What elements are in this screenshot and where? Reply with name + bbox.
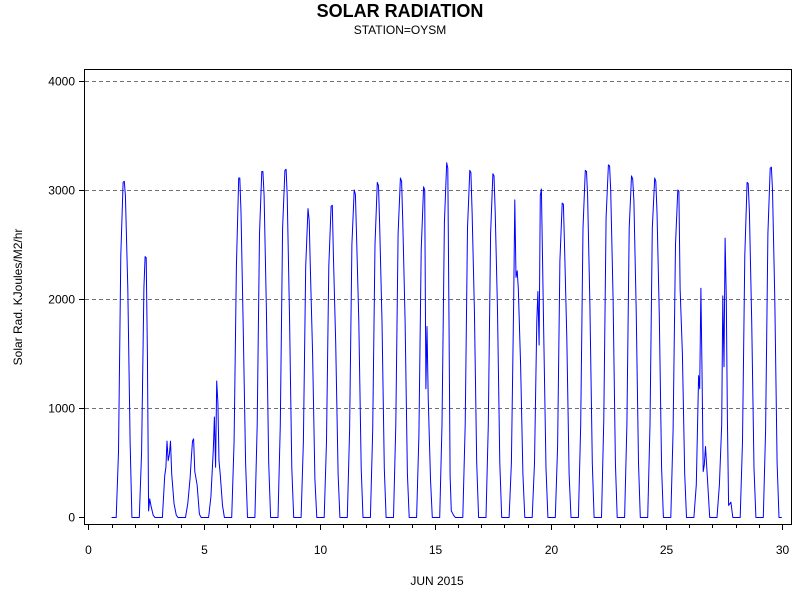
x-tick-label: 10 (314, 543, 328, 557)
x-tick-label: 15 (429, 543, 443, 557)
x-tick-label: 20 (545, 543, 559, 557)
series-line-0 (111, 162, 782, 518)
y-tick-label: 3000 (48, 184, 75, 198)
x-tick-label: 25 (660, 543, 674, 557)
x-axis-label: JUN 2015 (410, 574, 464, 588)
y-tick-label: 0 (68, 511, 75, 525)
y-tick-label: 2000 (48, 293, 75, 307)
x-tick-label: 0 (85, 543, 92, 557)
chart-title: SOLAR RADIATION (316, 1, 484, 21)
grid-lines (85, 81, 791, 409)
series-layer (111, 162, 782, 518)
y-axis-label: Solar Rad. KJoules/M2/hr (11, 229, 25, 366)
y-tick-label: 1000 (48, 402, 75, 416)
y-tick-label: 4000 (48, 75, 75, 89)
plot-frame (84, 69, 792, 525)
axis-ticks: 0 1000 2000 3000 4000 0 5 10 15 20 25 30 (48, 75, 789, 558)
chart-subtitle: STATION=OYSM (353, 23, 447, 37)
x-tick-label: 5 (201, 543, 208, 557)
x-tick-label: 30 (776, 543, 790, 557)
